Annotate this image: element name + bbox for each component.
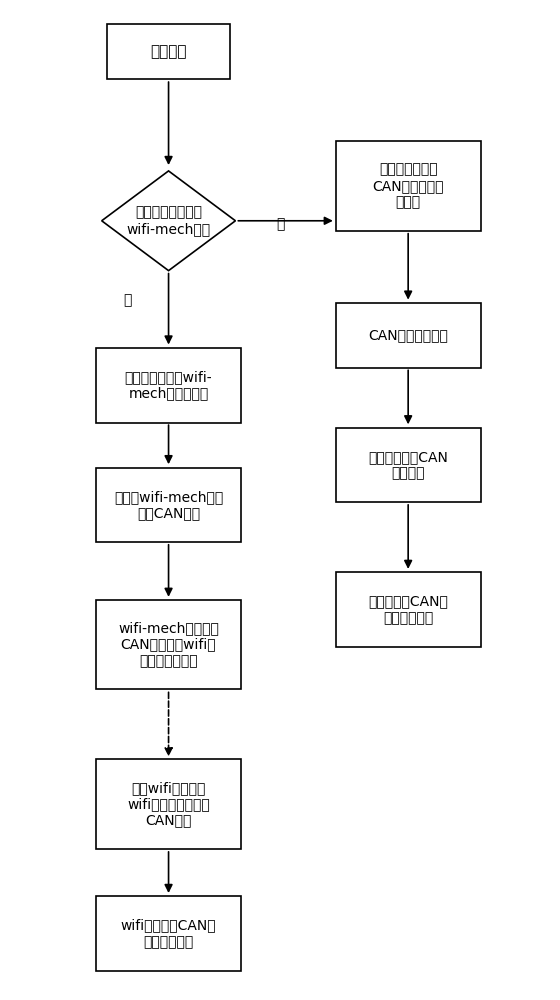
Text: 否: 否 [276, 217, 284, 231]
Text: wifi模块通过CAN网
络发送给机组: wifi模块通过CAN网 络发送给机组 [121, 919, 216, 949]
Text: 开关电路切换到wifi-
mech通信网络端: 开关电路切换到wifi- mech通信网络端 [125, 370, 212, 400]
Text: 是: 是 [124, 294, 132, 308]
Text: 收发器转换CAN数
据发送给机组: 收发器转换CAN数 据发送给机组 [368, 595, 448, 625]
FancyBboxPatch shape [336, 303, 480, 368]
Text: wifi-mech模块收到
CAN数据通过wifi网
络进行透传转发: wifi-mech模块收到 CAN数据通过wifi网 络进行透传转发 [118, 621, 219, 668]
Text: CAN总线发送数据: CAN总线发送数据 [368, 328, 448, 342]
FancyBboxPatch shape [96, 600, 241, 689]
Polygon shape [102, 171, 235, 271]
FancyBboxPatch shape [336, 572, 480, 647]
FancyBboxPatch shape [108, 24, 230, 79]
Text: 其它wifi模块收到
wifi网络数据转换成
CAN数据: 其它wifi模块收到 wifi网络数据转换成 CAN数据 [127, 781, 210, 827]
Text: 开关电路切换到
CAN收发器通信
网络端: 开关电路切换到 CAN收发器通信 网络端 [372, 163, 444, 209]
FancyBboxPatch shape [96, 759, 241, 849]
FancyBboxPatch shape [96, 896, 241, 971]
Text: 机组判断是否连接
wifi-mech模块: 机组判断是否连接 wifi-mech模块 [127, 206, 211, 236]
FancyBboxPatch shape [96, 348, 241, 423]
FancyBboxPatch shape [96, 468, 241, 542]
Text: 系统上电: 系统上电 [150, 44, 187, 59]
Text: 机组向wifi-mech模块
发送CAN数据: 机组向wifi-mech模块 发送CAN数据 [114, 490, 223, 520]
FancyBboxPatch shape [336, 141, 480, 231]
Text: 其它机组收到CAN
总线数据: 其它机组收到CAN 总线数据 [368, 450, 448, 480]
FancyBboxPatch shape [336, 428, 480, 502]
